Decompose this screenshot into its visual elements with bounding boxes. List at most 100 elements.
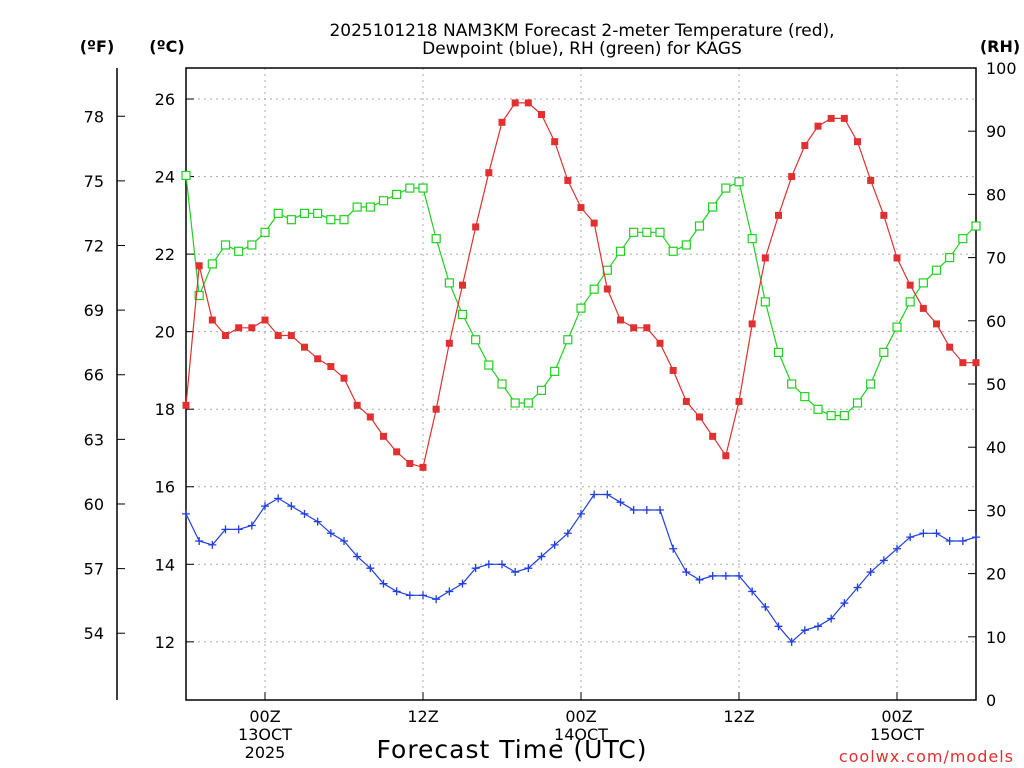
2-meter-temperature-point bbox=[617, 316, 624, 324]
celsius-tick-label: 16 bbox=[155, 478, 175, 497]
chart-title-line-1: 2025101218 NAM3KM Forecast 2-meter Tempe… bbox=[329, 21, 834, 41]
dewpoint-point bbox=[577, 509, 585, 518]
2-meter-temperature-point bbox=[946, 343, 954, 351]
2-meter-temperature-point bbox=[827, 114, 835, 122]
rh-point bbox=[497, 379, 507, 389]
dewpoint-point bbox=[708, 571, 717, 580]
dewpoint-point bbox=[800, 626, 809, 635]
rh-point bbox=[484, 360, 494, 370]
2-meter-temperature-point bbox=[735, 397, 743, 405]
dewpoint-point bbox=[814, 622, 822, 631]
rh-point bbox=[787, 379, 797, 389]
time-tick-label: 13OCT bbox=[238, 725, 292, 744]
rh-point bbox=[523, 398, 533, 408]
rh-point bbox=[892, 322, 902, 332]
dewpoint-point bbox=[274, 494, 283, 503]
rh-point bbox=[642, 227, 652, 237]
dewpoint-point bbox=[234, 525, 243, 534]
rh-point bbox=[352, 202, 362, 212]
rh-point bbox=[365, 202, 375, 212]
dewpoint-point bbox=[537, 552, 546, 561]
celsius-tick-label: 12 bbox=[155, 633, 175, 652]
source-credit: coolwx.com/models bbox=[839, 747, 1014, 766]
time-tick-label: 15OCT bbox=[870, 725, 924, 744]
2-meter-temperature-point bbox=[287, 332, 295, 340]
rh-tick-label: 40 bbox=[986, 438, 1006, 457]
2-meter-temperature-point bbox=[340, 374, 348, 382]
dewpoint-point bbox=[853, 583, 862, 592]
dewpoint-point bbox=[642, 506, 651, 515]
dewpoint-series bbox=[182, 490, 980, 646]
rh-point bbox=[510, 398, 520, 408]
rh-tick-label: 50 bbox=[986, 375, 1006, 394]
rh-point bbox=[234, 246, 244, 256]
rh-point bbox=[392, 189, 402, 199]
2-meter-temperature-point bbox=[445, 339, 453, 347]
2-meter-temperature-point bbox=[840, 114, 848, 122]
2-meter-temperature-point bbox=[748, 320, 756, 328]
dewpoint-point bbox=[945, 537, 954, 546]
2-meter-temperature-point bbox=[709, 432, 717, 440]
rh-point bbox=[760, 297, 770, 307]
rh-tick-label: 100 bbox=[986, 59, 1017, 78]
celsius-tick-label: 20 bbox=[155, 323, 175, 342]
2-meter-temperature-point bbox=[696, 413, 703, 421]
rh-point bbox=[615, 246, 626, 256]
rh-point bbox=[444, 278, 454, 288]
celsius-tick-label: 14 bbox=[155, 555, 175, 574]
dewpoint-point bbox=[787, 637, 796, 646]
rh-point bbox=[286, 215, 296, 225]
rh-point bbox=[971, 221, 981, 231]
dewpoint-point bbox=[866, 568, 875, 577]
rh-point bbox=[471, 335, 481, 345]
2-meter-temperature-point bbox=[419, 463, 427, 471]
rh-point bbox=[207, 259, 217, 269]
2-meter-temperature-point bbox=[801, 142, 809, 150]
dewpoint-point bbox=[471, 564, 480, 573]
2-meter-temperature-point bbox=[353, 401, 361, 409]
dewpoint-point bbox=[340, 537, 348, 546]
2-meter-temperature-point bbox=[248, 324, 256, 332]
time-tick-label: 00Z bbox=[565, 707, 596, 726]
dewpoint-point bbox=[511, 568, 520, 577]
fahrenheit-tick-label: 78 bbox=[84, 107, 104, 126]
2-meter-temperature-point bbox=[551, 138, 559, 146]
fahrenheit-axis-ticks: 54 57 60 63 66 69 72 75 78 bbox=[84, 107, 125, 643]
dewpoint-point bbox=[247, 521, 256, 530]
dewpoint-point bbox=[972, 533, 980, 542]
2-meter-temperature-point bbox=[854, 138, 861, 146]
2-meter-temperature-series bbox=[182, 99, 980, 471]
2-meter-temperature-point bbox=[366, 413, 374, 421]
2-meter-temperature-point bbox=[656, 339, 664, 347]
rh-point bbox=[734, 177, 744, 187]
dewpoint-point bbox=[761, 602, 770, 611]
dewpoint-point bbox=[182, 509, 190, 518]
dewpoint-point bbox=[550, 540, 559, 549]
rh-tick-label: 60 bbox=[986, 312, 1006, 331]
dewpoint-point bbox=[353, 552, 362, 561]
rh-point bbox=[260, 227, 270, 237]
2-meter-temperature-point bbox=[722, 452, 730, 460]
dewpoint-point bbox=[498, 560, 506, 569]
2-meter-temperature-point bbox=[972, 359, 980, 367]
rh-point bbox=[958, 234, 968, 244]
rh-point bbox=[839, 411, 849, 421]
rh-point bbox=[536, 385, 547, 395]
dewpoint-point bbox=[379, 579, 388, 588]
rh-point bbox=[813, 404, 823, 414]
rh-point bbox=[563, 335, 573, 345]
dewpoint-point bbox=[392, 587, 401, 596]
rh-point bbox=[181, 170, 191, 181]
celsius-tick-label: 22 bbox=[155, 245, 175, 264]
fahrenheit-tick-label: 57 bbox=[84, 560, 104, 579]
dewpoint-point bbox=[603, 490, 612, 499]
2-meter-temperature-point bbox=[630, 324, 638, 332]
series-layer bbox=[181, 99, 981, 646]
dewpoint-point bbox=[458, 579, 467, 588]
rh-point bbox=[220, 240, 231, 250]
dewpoint-point bbox=[695, 575, 704, 584]
dewpoint-point bbox=[748, 587, 757, 596]
2-meter-temperature-point bbox=[498, 118, 506, 126]
